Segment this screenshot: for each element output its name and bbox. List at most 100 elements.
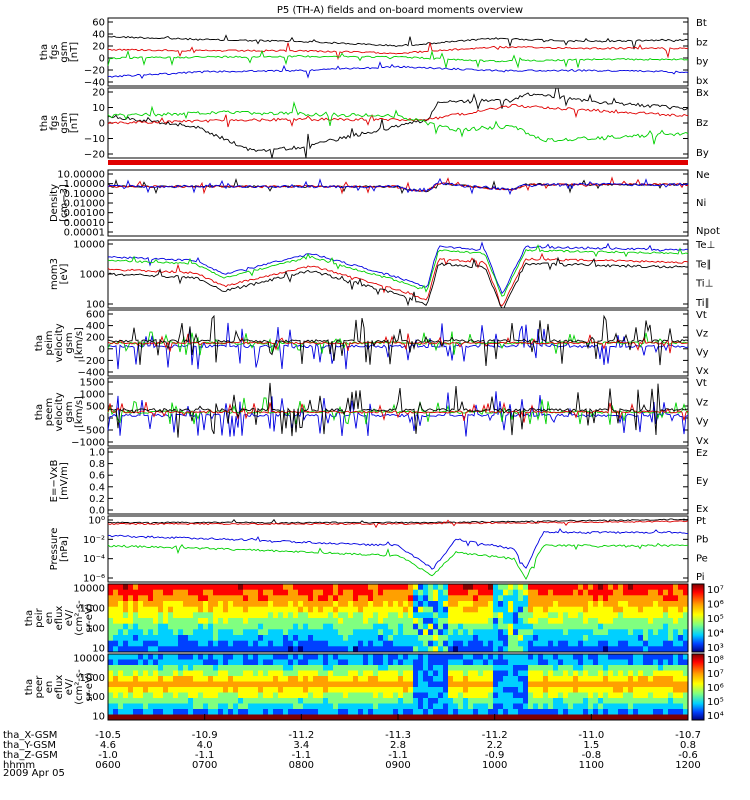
- time-tick-label: 2.2: [487, 740, 503, 751]
- spectrogram-cell: [123, 709, 129, 715]
- spectrogram-cell: [283, 714, 289, 721]
- spectrogram-cell: [518, 589, 524, 596]
- spectrogram-cell: [658, 646, 664, 653]
- spectrogram-cell: [678, 714, 684, 721]
- spectrogram-cell: [648, 692, 654, 699]
- spectrogram-cell: [503, 709, 509, 715]
- spectrogram-cell: [438, 659, 444, 666]
- spectrogram-cell: [188, 670, 194, 677]
- spectrogram-cell: [208, 665, 214, 671]
- spectrogram-cell: [433, 659, 439, 666]
- spectrogram-cell: [538, 687, 544, 693]
- spectrogram-cell: [453, 589, 459, 596]
- spectrogram-cell: [113, 635, 119, 642]
- spectrogram-cell: [528, 714, 534, 721]
- spectrogram-cell: [523, 670, 529, 677]
- spectrogram-cell: [658, 584, 664, 591]
- spectrogram-cell: [278, 676, 284, 682]
- spectrogram-cell: [513, 714, 519, 721]
- spectrogram-cell: [548, 606, 554, 613]
- spectrogram-cell: [558, 584, 564, 591]
- spectrogram-cell: [598, 703, 604, 710]
- spectrogram-cell: [358, 709, 364, 715]
- spectrogram-cell: [418, 629, 424, 636]
- spectrogram-cell: [558, 601, 564, 608]
- spectrogram-cell: [358, 681, 364, 688]
- spectrogram-cell: [628, 640, 634, 647]
- y-axis-label: fgs: [49, 115, 60, 130]
- spectrogram-cell: [148, 618, 154, 625]
- spectrogram-cell: [283, 640, 289, 647]
- spectrogram-cell: [413, 612, 419, 619]
- y-tick-label: −20: [84, 66, 105, 77]
- spectrogram-cell: [188, 714, 194, 721]
- spectrogram-cell: [228, 629, 234, 636]
- spectrogram-cell: [383, 612, 389, 619]
- spectrogram-cell: [658, 606, 664, 613]
- spectrogram-cell: [663, 601, 669, 608]
- spectrogram-cell: [663, 670, 669, 677]
- spectrogram-cell: [548, 665, 554, 671]
- spectrogram-cell: [578, 601, 584, 608]
- spectrogram-cell: [418, 654, 424, 660]
- series-vz: [107, 333, 689, 354]
- spectrogram-cell: [318, 612, 324, 619]
- spectrogram-cell: [483, 681, 489, 688]
- spectrogram-cell: [678, 654, 684, 660]
- spectrogram-cell: [518, 681, 524, 688]
- spectrogram-cell: [313, 618, 319, 625]
- spectrogram-cell: [328, 709, 334, 715]
- spectrogram-cell: [423, 670, 429, 677]
- spectrogram-cell: [348, 709, 354, 715]
- spectrogram-cell: [618, 698, 624, 704]
- spectrogram-cell: [193, 618, 199, 625]
- spectrogram-cell: [423, 635, 429, 642]
- spectrogram-cell: [643, 606, 649, 613]
- spectrogram-cell: [613, 687, 619, 693]
- spectrogram-cell: [393, 635, 399, 642]
- spectrogram-cell: [333, 584, 339, 591]
- spectrogram-cell: [238, 601, 244, 608]
- y-axis-label: [cm−3]: [59, 184, 70, 222]
- spectrogram-cell: [663, 595, 669, 602]
- spectrogram-cell: [158, 629, 164, 636]
- spectrogram-cell: [663, 606, 669, 613]
- spectrogram-cell: [418, 698, 424, 704]
- spectrogram-cell: [168, 618, 174, 625]
- spectrogram-cell: [548, 623, 554, 630]
- spectrogram-cell: [213, 681, 219, 688]
- spectrogram-cell: [343, 623, 349, 630]
- spectrogram-cell: [413, 584, 419, 591]
- spectrogram-cell: [268, 681, 274, 688]
- spectrogram-cell: [123, 618, 129, 625]
- series-bz2: [107, 103, 689, 128]
- spectrogram-cell: [133, 698, 139, 704]
- spectrogram-cell: [173, 692, 179, 699]
- spectrogram-cell: [328, 659, 334, 666]
- spectrogram-cell: [578, 623, 584, 630]
- spectrogram-cell: [143, 612, 149, 619]
- spectrogram-cell: [478, 665, 484, 671]
- spectrogram-cell: [558, 629, 564, 636]
- spectrogram-cell: [458, 665, 464, 671]
- spectrogram-cell: [233, 612, 239, 619]
- spectrogram-cell: [128, 687, 134, 693]
- spectrogram-cell: [238, 692, 244, 699]
- spectrogram-cell: [283, 687, 289, 693]
- spectrogram-cell: [333, 589, 339, 596]
- spectrogram-cell: [153, 646, 159, 653]
- spectrogram-cell: [593, 714, 599, 721]
- spectrogram-cell: [248, 601, 254, 608]
- spectrogram-cell: [683, 676, 689, 682]
- spectrogram-cell: [208, 709, 214, 715]
- spectrogram-cell: [598, 606, 604, 613]
- spectrogram-cell: [633, 606, 639, 613]
- spectrogram-cell: [628, 659, 634, 666]
- spectrogram-cell: [473, 709, 479, 715]
- spectrogram-cell: [253, 687, 259, 693]
- spectrogram-cell: [528, 618, 534, 625]
- spectrogram-cell: [643, 629, 649, 636]
- spectrogram-cell: [538, 654, 544, 660]
- spectrogram-cell: [428, 612, 434, 619]
- spectrogram-cell: [508, 640, 514, 647]
